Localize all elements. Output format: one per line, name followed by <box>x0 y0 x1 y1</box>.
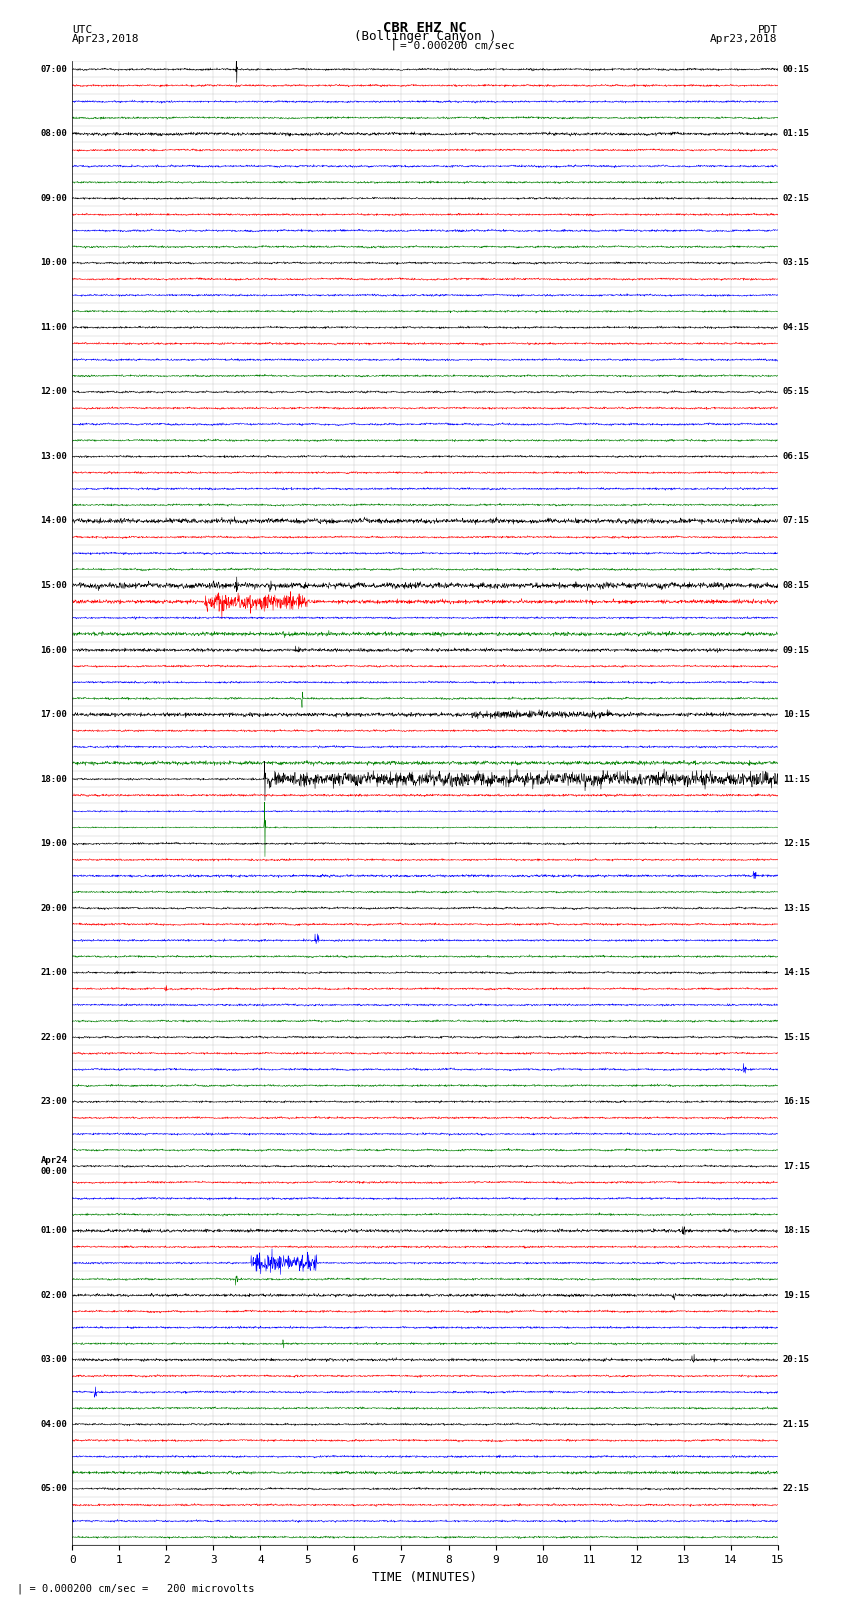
Text: 13:00: 13:00 <box>41 452 67 461</box>
Text: 04:15: 04:15 <box>783 323 809 332</box>
Text: 05:00: 05:00 <box>41 1484 67 1494</box>
Text: 22:15: 22:15 <box>783 1484 809 1494</box>
X-axis label: TIME (MINUTES): TIME (MINUTES) <box>372 1571 478 1584</box>
Text: 04:00: 04:00 <box>41 1419 67 1429</box>
Text: 19:00: 19:00 <box>41 839 67 848</box>
Text: 21:15: 21:15 <box>783 1419 809 1429</box>
Text: 16:00: 16:00 <box>41 645 67 655</box>
Text: Apr23,2018: Apr23,2018 <box>711 34 778 44</box>
Text: 17:00: 17:00 <box>41 710 67 719</box>
Text: 02:15: 02:15 <box>783 194 809 203</box>
Text: 09:00: 09:00 <box>41 194 67 203</box>
Text: 07:15: 07:15 <box>783 516 809 526</box>
Text: 13:15: 13:15 <box>783 903 809 913</box>
Text: 14:15: 14:15 <box>783 968 809 977</box>
Text: CBR EHZ NC: CBR EHZ NC <box>383 21 467 35</box>
Text: 22:00: 22:00 <box>41 1032 67 1042</box>
Text: 09:15: 09:15 <box>783 645 809 655</box>
Text: PDT: PDT <box>757 24 778 35</box>
Text: 18:15: 18:15 <box>783 1226 809 1236</box>
Text: Apr24
00:00: Apr24 00:00 <box>41 1157 67 1176</box>
Text: 03:00: 03:00 <box>41 1355 67 1365</box>
Text: 21:00: 21:00 <box>41 968 67 977</box>
Text: 15:15: 15:15 <box>783 1032 809 1042</box>
Text: 16:15: 16:15 <box>783 1097 809 1107</box>
Text: 05:15: 05:15 <box>783 387 809 397</box>
Text: 06:15: 06:15 <box>783 452 809 461</box>
Text: 20:00: 20:00 <box>41 903 67 913</box>
Text: 14:00: 14:00 <box>41 516 67 526</box>
Text: 07:00: 07:00 <box>41 65 67 74</box>
Text: 01:15: 01:15 <box>783 129 809 139</box>
Text: 01:00: 01:00 <box>41 1226 67 1236</box>
Text: 08:15: 08:15 <box>783 581 809 590</box>
Text: 11:00: 11:00 <box>41 323 67 332</box>
Text: 15:00: 15:00 <box>41 581 67 590</box>
Text: UTC: UTC <box>72 24 93 35</box>
Text: (Bollinger Canyon ): (Bollinger Canyon ) <box>354 29 496 44</box>
Text: 17:15: 17:15 <box>783 1161 809 1171</box>
Text: 20:15: 20:15 <box>783 1355 809 1365</box>
Text: |: | <box>390 37 397 50</box>
Text: 03:15: 03:15 <box>783 258 809 268</box>
Text: 19:15: 19:15 <box>783 1290 809 1300</box>
Text: 12:15: 12:15 <box>783 839 809 848</box>
Text: 10:15: 10:15 <box>783 710 809 719</box>
Text: | = 0.000200 cm/sec =   200 microvolts: | = 0.000200 cm/sec = 200 microvolts <box>17 1582 254 1594</box>
Text: 02:00: 02:00 <box>41 1290 67 1300</box>
Text: 23:00: 23:00 <box>41 1097 67 1107</box>
Text: 11:15: 11:15 <box>783 774 809 784</box>
Text: 10:00: 10:00 <box>41 258 67 268</box>
Text: 00:15: 00:15 <box>783 65 809 74</box>
Text: 18:00: 18:00 <box>41 774 67 784</box>
Text: Apr23,2018: Apr23,2018 <box>72 34 139 44</box>
Text: 12:00: 12:00 <box>41 387 67 397</box>
Text: = 0.000200 cm/sec: = 0.000200 cm/sec <box>400 40 514 50</box>
Text: 08:00: 08:00 <box>41 129 67 139</box>
